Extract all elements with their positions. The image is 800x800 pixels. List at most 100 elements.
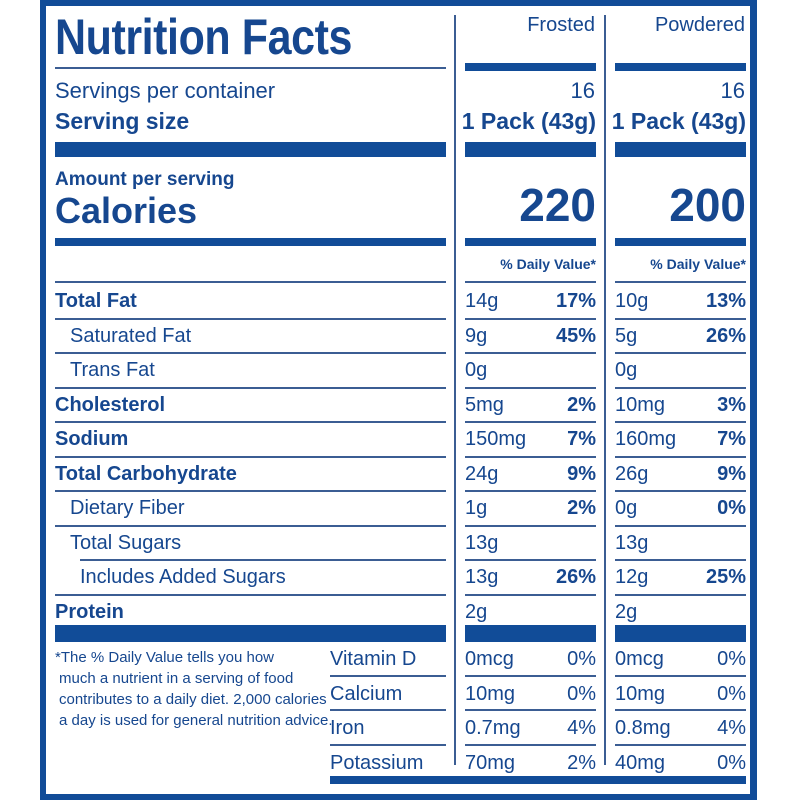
nutrient-dv-powdered: 26% [705, 324, 746, 347]
nutrient-amount-powdered: 160mg [615, 428, 677, 450]
nutrient-amount-powdered: 13g [615, 531, 649, 554]
nutrient-amount-powdered: 2g [615, 600, 638, 623]
serving-bar-frosted [465, 142, 596, 157]
vitamin-dv-powdered: 0% [717, 682, 746, 705]
calories-bar-frosted [465, 238, 596, 246]
nutrient-amount-powdered: 0g [615, 359, 638, 381]
nutrient-amount-powdered: 10mg [615, 393, 666, 416]
nutrient-name: Total Carbohydrate [55, 462, 237, 485]
nutrient-dv-powdered: 25% [705, 566, 746, 588]
serving-size-label: Serving size [55, 108, 190, 134]
serving-size-frosted: 1 Pack (43g) [461, 108, 596, 134]
bottom-bar [330, 776, 746, 784]
footnote-line-3: contributes to a daily diet. 2,000 calor… [59, 691, 327, 708]
row-rule [615, 594, 746, 596]
vitamin-amount-frosted: 10mg [465, 682, 516, 705]
row-rule [465, 744, 596, 746]
nutrient-name: Total Fat [55, 290, 137, 312]
calories-bar-powdered [615, 238, 746, 246]
protein-bar-powdered [615, 625, 746, 642]
nutrient-amount-powdered: 26g [615, 462, 649, 485]
nutrient-amount-frosted: 24g [465, 462, 499, 485]
row-rule [615, 421, 746, 423]
vitamin-amount-powdered: 40mg [615, 751, 666, 774]
row-rule [330, 744, 446, 746]
nutrient-name: Total Sugars [70, 531, 182, 554]
serving-size-powdered: 1 Pack (43g) [611, 108, 746, 134]
calories-powdered: 200 [669, 179, 746, 231]
dv-rule-left [55, 281, 446, 283]
servings-powdered: 16 [720, 78, 745, 103]
calories-frosted: 220 [519, 179, 596, 231]
row-rule [465, 594, 596, 596]
row-rule [330, 709, 446, 711]
row-rule [465, 352, 596, 354]
vitamin-amount-powdered: 0mcg [615, 648, 664, 670]
serving-bar-left [55, 142, 446, 157]
vitamin-amount-powdered: 0.8mg [615, 717, 671, 739]
row-rule [55, 525, 446, 527]
column-divider-1 [454, 15, 456, 765]
row-rule [465, 387, 596, 389]
row-rule [55, 318, 446, 320]
nutrient-amount-frosted: 14g [465, 290, 499, 312]
row-rule [615, 709, 746, 711]
footnote-line-4: a day is used for general nutrition advi… [59, 712, 333, 729]
row-rule [615, 559, 746, 561]
daily-value-header-frosted: % Daily Value* [500, 256, 596, 272]
page-title: Nutrition Facts [55, 9, 352, 65]
vitamin-name: Calcium [330, 682, 403, 705]
row-rule [55, 490, 446, 492]
nutrient-dv-powdered: 13% [705, 290, 746, 312]
vitamin-name: Vitamin D [330, 648, 417, 670]
row-rule [615, 675, 746, 677]
row-rule [80, 559, 446, 561]
nutrient-amount-frosted: 150mg [465, 428, 527, 450]
nutrient-amount-frosted: 1g [465, 497, 488, 519]
vitamin-dv-powdered: 4% [717, 717, 746, 739]
row-rule [465, 525, 596, 527]
header-bar-powdered [615, 63, 746, 71]
vitamin-dv-powdered: 0% [717, 751, 746, 774]
protein-bar-left [55, 625, 446, 642]
title-rule [55, 67, 446, 69]
nutrient-amount-frosted: 2g [465, 600, 488, 623]
row-rule [615, 352, 746, 354]
nutrient-name: Dietary Fiber [70, 497, 185, 519]
vitamin-name: Iron [330, 717, 365, 739]
column-header-powdered: Powdered [654, 14, 745, 36]
serving-bar-powdered [615, 142, 746, 157]
nutrient-name: Sodium [55, 428, 129, 450]
nutrient-dv-powdered: 9% [717, 462, 746, 485]
row-rule [615, 387, 746, 389]
footnote-line-2: much a nutrient in a serving of food [59, 670, 294, 687]
servings-per-container-label: Servings per container [55, 78, 276, 103]
nutrient-amount-frosted: 5mg [465, 393, 504, 416]
row-rule [465, 456, 596, 458]
row-rule [465, 490, 596, 492]
nutrient-amount-frosted: 13g [465, 531, 499, 554]
dv-rule-powdered [615, 281, 746, 283]
nutrient-amount-frosted: 0g [465, 359, 488, 381]
nutrient-dv-frosted: 45% [555, 324, 596, 347]
vitamin-amount-frosted: 70mg [465, 751, 516, 774]
row-rule [465, 559, 596, 561]
daily-value-header-powdered: % Daily Value* [650, 256, 746, 272]
nutrient-dv-frosted: 26% [555, 566, 596, 588]
nutrient-dv-powdered: 7% [717, 428, 746, 450]
vitamin-dv-frosted: 0% [567, 682, 596, 705]
header-bar-frosted [465, 63, 596, 71]
row-rule [55, 421, 446, 423]
column-header-frosted: Frosted [527, 14, 595, 36]
row-rule [615, 318, 746, 320]
nutrient-dv-frosted: 9% [567, 462, 596, 485]
nutrient-name: Protein [55, 600, 124, 623]
nutrient-amount-powdered: 10g [615, 290, 649, 312]
nutrient-dv-frosted: 17% [555, 290, 596, 312]
vitamin-dv-frosted: 0% [567, 648, 596, 670]
vitamin-dv-frosted: 2% [567, 751, 596, 774]
row-rule [615, 525, 746, 527]
vitamin-amount-frosted: 0mcg [465, 648, 514, 670]
row-rule [615, 456, 746, 458]
row-rule [465, 318, 596, 320]
